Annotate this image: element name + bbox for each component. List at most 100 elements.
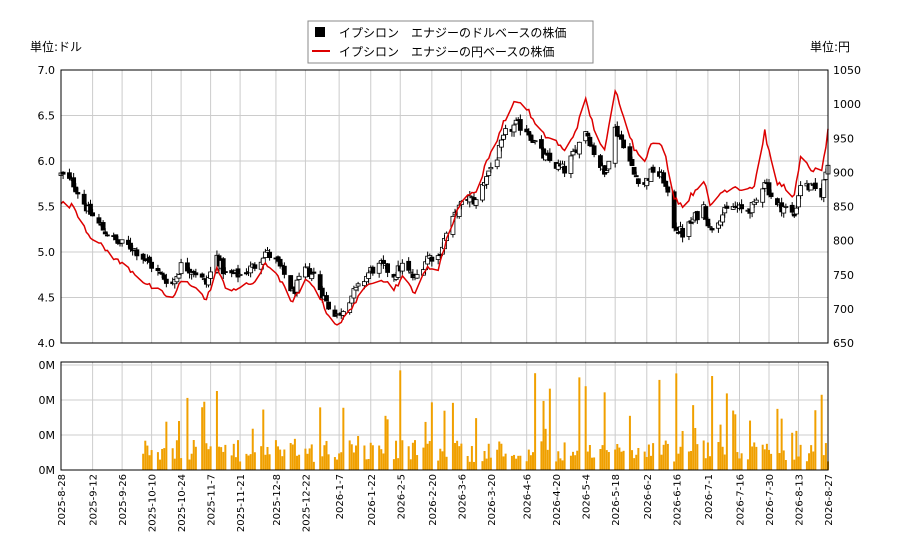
volume-bar [443, 410, 446, 470]
left-tick-label: 5.5 [38, 201, 56, 214]
volume-bar [192, 440, 195, 470]
legend-usd-marker [315, 27, 325, 37]
volume-bar [340, 452, 343, 470]
volume-bar [690, 450, 693, 470]
volume-bar [264, 454, 267, 470]
volume-bar [650, 455, 652, 470]
volume-bar [454, 443, 457, 470]
volume-bar [327, 454, 330, 470]
usd-candle-body [821, 179, 827, 198]
volume-bar [513, 454, 516, 470]
volume-bar [148, 455, 151, 470]
usd-candle-body [362, 281, 367, 287]
usd-candle-body [484, 176, 490, 185]
volume-bar [460, 443, 463, 470]
volume-bar [534, 373, 537, 470]
volume-bar [407, 446, 410, 470]
volume-bar [696, 444, 699, 470]
volume-bar [382, 453, 385, 470]
usd-candle-body [627, 146, 633, 162]
right-tick-label: 1050 [833, 64, 861, 77]
left-tick-label: 5.0 [38, 246, 56, 259]
volume-bar [593, 457, 596, 470]
volume-bar [576, 450, 579, 470]
volume-bar [572, 451, 575, 470]
volume-bar [519, 455, 522, 470]
volume-bar [411, 442, 414, 470]
volume-bar [814, 410, 817, 470]
x-tick-label: 2025-8-28 [57, 474, 68, 526]
usd-candle-body [370, 266, 376, 274]
volume-bar [277, 446, 280, 470]
usd-candle-body [414, 274, 420, 279]
volume-bar [706, 442, 709, 470]
volume-bar [725, 393, 728, 470]
volume-bar [687, 451, 690, 470]
volume-bar [424, 421, 427, 470]
volume-tick-label: 0M [39, 429, 56, 442]
volume-bar [605, 450, 608, 470]
volume-bar [399, 370, 402, 470]
usd-candle-body [532, 140, 538, 143]
x-tick-label: 2026-6-16 [672, 474, 683, 526]
volume-bar [159, 459, 162, 470]
volume-bar [734, 414, 737, 470]
x-tick-label: 2026-4-6 [523, 474, 534, 519]
volume-bar [325, 440, 328, 470]
volume-bar [791, 432, 794, 470]
volume-bar [504, 453, 507, 470]
usd-candle-body [309, 273, 315, 280]
volume-bar [392, 459, 395, 470]
volume-bar [386, 419, 389, 470]
usd-candle-body [60, 171, 66, 175]
usd-candle-body [429, 256, 435, 262]
x-tick-label: 2025-11-21 [236, 474, 247, 532]
usd-candle-body [631, 166, 637, 175]
volume-bar [371, 445, 374, 470]
usd-candle-body [528, 134, 534, 141]
usd-candle-body [585, 132, 591, 137]
volume-bar [296, 455, 298, 470]
volume-bar [247, 455, 250, 470]
right-tick-label: 650 [833, 337, 854, 350]
volume-bar [793, 459, 796, 470]
usd-candle-body [288, 275, 294, 292]
volume-bar [489, 457, 492, 470]
usd-candle-body [149, 261, 155, 269]
volume-bar [557, 451, 560, 470]
volume-bar [719, 424, 722, 470]
volume-bars [142, 370, 829, 470]
usd-candle-body [694, 211, 700, 221]
usd-candle-body [705, 218, 711, 227]
x-tick-label: 2025-10-10 [148, 474, 159, 532]
usd-candle-body [385, 263, 391, 273]
usd-candle-body [739, 204, 745, 210]
usd-candle-body [71, 177, 77, 188]
legend-box [307, 20, 594, 64]
volume-bar [717, 442, 720, 470]
volume-bar [161, 448, 164, 470]
usd-candle-body [366, 272, 372, 279]
volume-bar [681, 430, 684, 470]
usd-candle-body [235, 268, 241, 278]
volume-bar [485, 458, 488, 470]
volume-bar [306, 453, 309, 470]
volume-bar [704, 458, 707, 470]
volume-bar [784, 460, 787, 470]
right-tick-label: 900 [833, 166, 854, 179]
volume-bar [643, 451, 646, 470]
x-tick-label: 2026-1-7 [335, 474, 346, 519]
usd-candle-body [503, 128, 509, 135]
usd-candle-body [128, 242, 133, 250]
volume-bar [369, 442, 372, 470]
volume-bar [664, 440, 667, 470]
volume-bar [397, 458, 400, 470]
volume-bar [142, 453, 145, 470]
volume-bar [466, 455, 469, 470]
volume-bar [517, 455, 520, 470]
usd-candle-body [488, 166, 494, 170]
usd-candle-body [376, 262, 382, 274]
volume-bar [215, 391, 218, 470]
volume-bar [574, 455, 577, 470]
